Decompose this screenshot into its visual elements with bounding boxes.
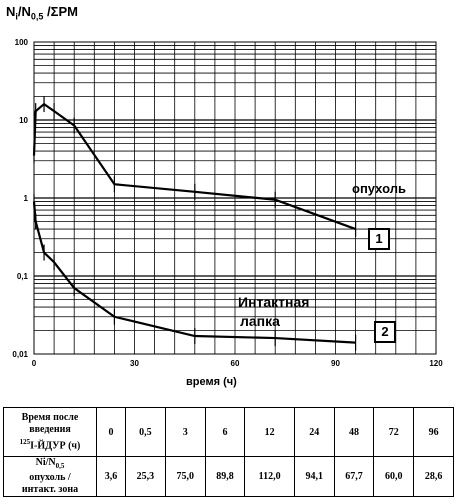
intact-annotation-line1: Интактная — [238, 294, 310, 310]
table-cell: 89,8 — [204, 456, 246, 497]
table-cell: 72 — [373, 407, 415, 457]
x-tick-label: 90 — [331, 359, 340, 368]
table-cell: 3,6 — [95, 456, 127, 497]
table-cell: 60,0 — [373, 456, 415, 497]
table-cell: 48 — [333, 407, 375, 457]
table-cell: 96 — [413, 407, 454, 457]
x-tick-label: 60 — [231, 359, 240, 368]
x-tick-label: 120 — [429, 359, 443, 368]
y-tick-label: 0,1 — [17, 272, 29, 281]
intact-annotation-line2: лапка — [240, 313, 280, 329]
tumor-annotation: опухоль — [352, 181, 406, 196]
data-table: Время после введения 125I-ЙДУР (ч) 0 0,5… — [3, 407, 454, 497]
table-cell: 12 — [244, 407, 295, 457]
table-row-time: Время после введения 125I-ЙДУР (ч) 0 0,5… — [3, 407, 454, 457]
table-cell: 0 — [95, 407, 127, 457]
table-header-ratio: Ni/N0,5 опухоль / интакт. зона — [3, 456, 97, 497]
intact-annotation: Интактная лапка — [238, 293, 309, 331]
y-axis-title: Ni/N0,5 /ΣPM — [6, 4, 78, 22]
table-header-time: Время после введения 125I-ЙДУР (ч) — [3, 407, 97, 457]
x-tick-label: 0 — [32, 359, 37, 368]
series-2-label: 2 — [374, 321, 396, 343]
x-axis-title: время (ч) — [186, 376, 237, 388]
chart-plot: 100 10 1 0,1 0,01 0 30 60 90 120 — [12, 38, 443, 368]
y-tick-label: 100 — [15, 38, 29, 47]
y-tick-label: 10 — [19, 116, 28, 125]
table-cell: 112,0 — [244, 456, 295, 497]
y-tick-label: 1 — [24, 194, 29, 203]
table-row-ratio: Ni/N0,5 опухоль / интакт. зона 3,6 25,3 … — [3, 456, 454, 497]
y-tick-label: 0,01 — [12, 350, 28, 359]
table-cell: 24 — [293, 407, 335, 457]
x-tick-label: 30 — [130, 359, 139, 368]
table-cell: 3 — [164, 407, 206, 457]
table-cell: 28,6 — [413, 456, 454, 497]
table-cell: 94,1 — [293, 456, 335, 497]
table-cell: 0,5 — [125, 407, 166, 457]
table-cell: 25,3 — [125, 456, 166, 497]
table-cell: 67,7 — [333, 456, 375, 497]
table-cell: 6 — [204, 407, 246, 457]
table-cell: 75,0 — [164, 456, 206, 497]
series-1-label: 1 — [368, 228, 390, 250]
